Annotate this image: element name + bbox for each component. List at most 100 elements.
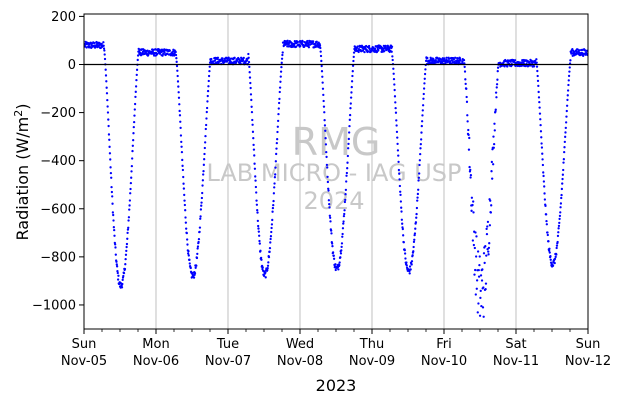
data-point <box>259 249 262 252</box>
data-point <box>247 56 250 59</box>
data-point <box>496 70 499 73</box>
data-point <box>185 231 188 235</box>
data-point <box>136 58 139 62</box>
data-point <box>348 118 351 121</box>
data-point <box>269 241 272 244</box>
data-point <box>452 58 456 61</box>
data-point <box>347 137 350 141</box>
data-point <box>468 136 471 140</box>
data-point <box>540 146 544 149</box>
data-point <box>233 56 236 59</box>
data-point <box>541 152 544 155</box>
data-point <box>423 82 426 85</box>
data-point <box>487 250 490 253</box>
data-point <box>158 52 162 55</box>
data-point <box>162 52 165 56</box>
data-point <box>135 73 138 77</box>
data-point <box>465 87 468 90</box>
data-point <box>108 145 111 148</box>
data-point <box>547 240 550 243</box>
data-point <box>345 180 348 183</box>
data-point <box>557 227 560 230</box>
data-point <box>447 57 451 61</box>
data-point <box>535 61 538 64</box>
data-point <box>559 202 563 205</box>
data-point <box>557 231 560 234</box>
data-point <box>207 74 211 78</box>
data-point <box>390 45 394 48</box>
data-point <box>482 286 485 289</box>
data-point <box>561 173 565 176</box>
data-point <box>347 142 350 146</box>
data-point <box>130 176 133 179</box>
data-point <box>346 154 349 158</box>
data-point <box>112 226 115 229</box>
data-point <box>341 227 345 230</box>
data-point <box>112 213 115 217</box>
data-point <box>537 84 540 88</box>
data-point <box>338 263 341 267</box>
data-point <box>105 86 108 89</box>
data-point <box>396 136 399 139</box>
data-point <box>512 60 516 64</box>
data-point <box>352 55 355 58</box>
data-point <box>393 88 396 92</box>
data-point <box>279 75 282 78</box>
data-point <box>280 61 283 64</box>
data-point <box>393 95 397 98</box>
data-point <box>340 249 343 252</box>
data-point <box>115 263 118 266</box>
data-point <box>131 149 134 153</box>
data-point <box>321 75 324 78</box>
data-point <box>484 245 487 248</box>
data-point <box>313 42 317 45</box>
data-point <box>286 39 289 42</box>
data-point <box>327 189 330 192</box>
data-point <box>340 242 344 245</box>
data-point <box>321 87 325 90</box>
data-point <box>549 258 552 261</box>
data-point <box>509 60 512 63</box>
data-point <box>332 257 336 260</box>
data-point <box>202 163 206 166</box>
data-point <box>179 134 183 137</box>
data-point <box>250 110 254 114</box>
data-point <box>134 85 138 88</box>
data-point <box>278 90 281 94</box>
data-point <box>188 262 191 265</box>
data-point <box>345 174 348 177</box>
data-point <box>258 234 261 237</box>
data-point <box>205 106 209 110</box>
data-point <box>266 264 270 267</box>
data-point <box>492 163 495 166</box>
data-point <box>133 102 137 106</box>
data-point <box>250 98 253 102</box>
data-point <box>394 101 397 104</box>
data-point <box>565 115 568 118</box>
data-point <box>445 56 448 59</box>
data-point <box>122 274 125 278</box>
data-point <box>178 109 181 113</box>
data-point <box>402 234 405 237</box>
data-point <box>396 142 399 146</box>
data-point <box>568 66 571 69</box>
data-point <box>493 129 496 132</box>
data-point <box>538 100 541 104</box>
data-point <box>334 268 337 272</box>
data-point <box>105 80 108 83</box>
data-point <box>419 152 422 156</box>
data-point <box>208 69 211 73</box>
data-point <box>396 149 400 152</box>
data-point <box>200 201 203 204</box>
data-point <box>114 253 117 256</box>
data-point <box>457 61 461 64</box>
data-point <box>465 100 469 103</box>
data-point <box>131 144 134 147</box>
data-point <box>116 271 119 275</box>
data-point <box>108 138 111 141</box>
data-point <box>204 135 207 138</box>
data-point <box>327 187 330 190</box>
data-point <box>273 182 276 185</box>
data-point <box>135 68 139 71</box>
y-tick-label: −800 <box>40 250 76 265</box>
